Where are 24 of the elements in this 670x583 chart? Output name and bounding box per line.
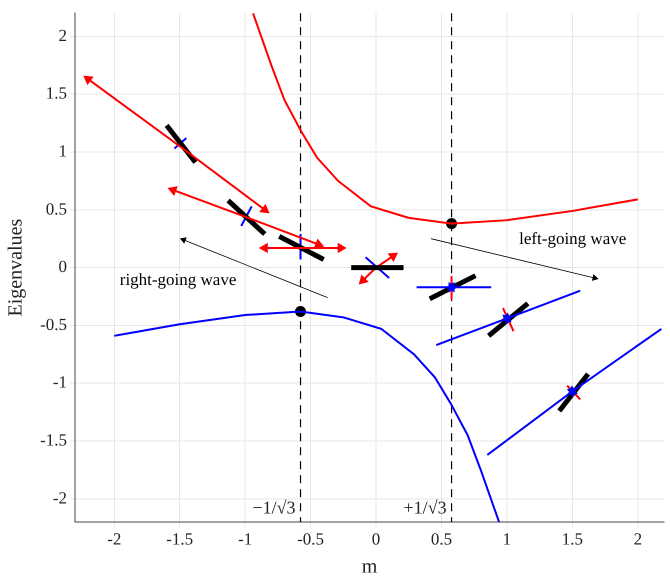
ref-line-label: −1/√3 <box>252 498 296 518</box>
x-tick-label: 0 <box>372 530 380 549</box>
x-tick-label: 1.5 <box>562 530 584 549</box>
y-tick-label: -0.5 <box>40 314 67 334</box>
y-tick-label: 0.5 <box>46 199 67 218</box>
y-tick-label: 1.5 <box>46 84 67 103</box>
y-tick-label: 0 <box>58 257 67 276</box>
y-tick-label: 2 <box>58 26 67 45</box>
annotation: right-going wave <box>120 270 236 289</box>
annotation: left-going wave <box>519 229 626 248</box>
y-tick-label: 1 <box>58 141 67 160</box>
x-tick-label: 1 <box>502 530 512 549</box>
x-tick-label: -1.5 <box>166 530 194 549</box>
ref-line-label: +1/√3 <box>404 498 447 518</box>
y-tick-label: -1 <box>52 372 67 392</box>
x-tick-label: 2 <box>634 530 642 549</box>
x-axis-title: m <box>362 555 378 578</box>
x-tick-label: -0.5 <box>297 530 324 549</box>
y-axis-title: Eigenvalues <box>4 218 26 316</box>
y-tick-label: -2 <box>52 488 67 508</box>
x-tick-label: 0.5 <box>430 530 452 549</box>
x-tick-label: -1 <box>238 530 252 549</box>
x-tick-label: -2 <box>107 530 122 549</box>
y-tick-label: -1.5 <box>40 430 67 450</box>
